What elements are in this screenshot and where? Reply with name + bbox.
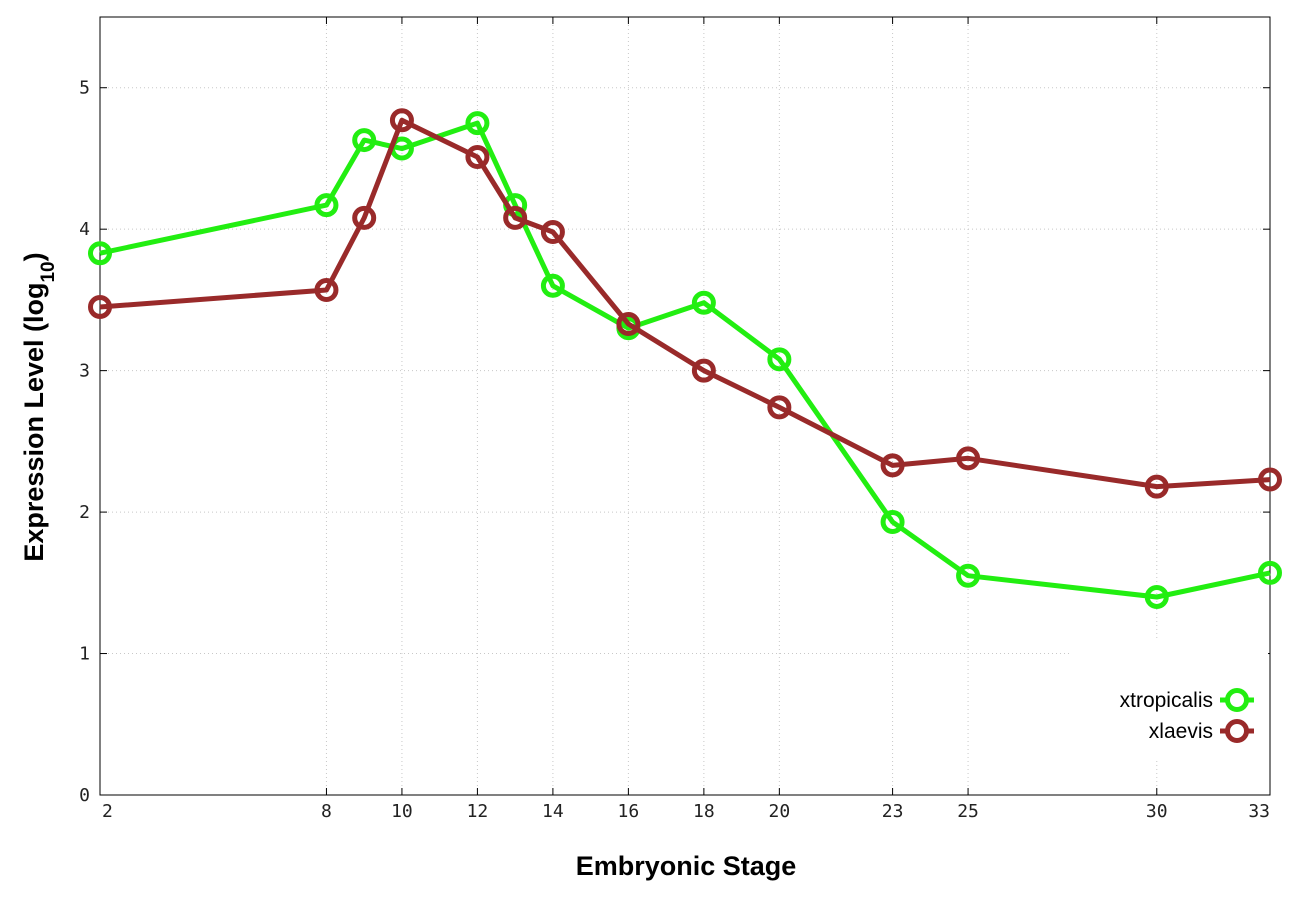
data-point-xtropicalis — [88, 241, 112, 266]
data-point-xtropicalis — [540, 273, 565, 298]
data-point-xlaevis — [880, 453, 905, 478]
data-point-xtropicalis — [465, 111, 490, 136]
data-point-xtropicalis — [767, 347, 792, 372]
y-tick-label: 0 — [79, 785, 90, 806]
x-tick-label: 25 — [957, 801, 979, 822]
data-point-xlaevis — [503, 205, 528, 230]
x-tick-label: 16 — [618, 801, 640, 822]
data-point-xlaevis — [314, 278, 339, 303]
data-point-xtropicalis — [691, 290, 716, 315]
data-point-xlaevis — [88, 294, 112, 319]
y-tick-label: 2 — [79, 502, 90, 523]
series-line-xtropicalis — [99, 120, 1271, 600]
data-point-xlaevis — [1258, 467, 1282, 492]
y-tick-label: 1 — [79, 644, 90, 665]
x-tick-label: 8 — [321, 801, 332, 822]
legend-label-xtropicalis: xtropicalis — [1120, 689, 1213, 712]
x-tick-label: 2 — [102, 801, 113, 822]
data-point-xlaevis — [465, 145, 490, 170]
data-point-xtropicalis — [314, 193, 339, 218]
legend-swatch-marker-xlaevis — [1225, 719, 1249, 743]
y-axis-title: Expression Level (log10) — [19, 252, 59, 561]
x-tick-label: 23 — [882, 801, 904, 822]
y-tick-label: 4 — [79, 219, 90, 240]
data-point-xlaevis — [540, 220, 565, 245]
data-point-xlaevis — [1144, 474, 1169, 499]
y-axis-title-main: Expression Level (log — [19, 283, 49, 562]
x-tick-label: 20 — [769, 801, 791, 822]
legend-label-xlaevis: xlaevis — [1149, 720, 1213, 743]
legend-swatch-marker-xtropicalis — [1225, 688, 1249, 712]
x-tick-label: 14 — [542, 801, 564, 822]
series-layer — [88, 108, 1282, 609]
x-axis-title: Embryonic Stage — [576, 851, 797, 881]
x-tick-label: 33 — [1248, 801, 1270, 822]
data-point-xlaevis — [389, 108, 414, 133]
data-point-xtropicalis — [352, 128, 377, 153]
data-point-xlaevis — [956, 446, 981, 471]
data-point-xtropicalis — [956, 563, 981, 588]
grid-lines — [100, 17, 1270, 795]
x-tick-label: 18 — [693, 801, 715, 822]
y-axis-title-suffix: ) — [19, 252, 49, 261]
data-point-xtropicalis — [1144, 584, 1169, 609]
data-point-xtropicalis — [880, 509, 905, 534]
y-axis-title-subscript: 10 — [38, 261, 59, 282]
data-point-xlaevis — [767, 395, 792, 420]
data-point-xlaevis — [691, 358, 716, 383]
x-tick-label: 30 — [1146, 801, 1168, 822]
plot-frame — [99, 16, 1271, 796]
x-tick-label: 10 — [391, 801, 413, 822]
data-point-xlaevis — [616, 311, 641, 336]
series-xlaevis — [88, 108, 1282, 499]
y-tick-label: 3 — [79, 361, 90, 382]
data-point-xtropicalis — [1258, 560, 1282, 585]
y-tick-label: 5 — [79, 78, 90, 99]
series-line-xlaevis — [99, 117, 1271, 490]
data-point-xlaevis — [352, 205, 377, 230]
x-tick-label: 12 — [467, 801, 489, 822]
legend: xtropicalis xlaevis — [1072, 640, 1268, 760]
